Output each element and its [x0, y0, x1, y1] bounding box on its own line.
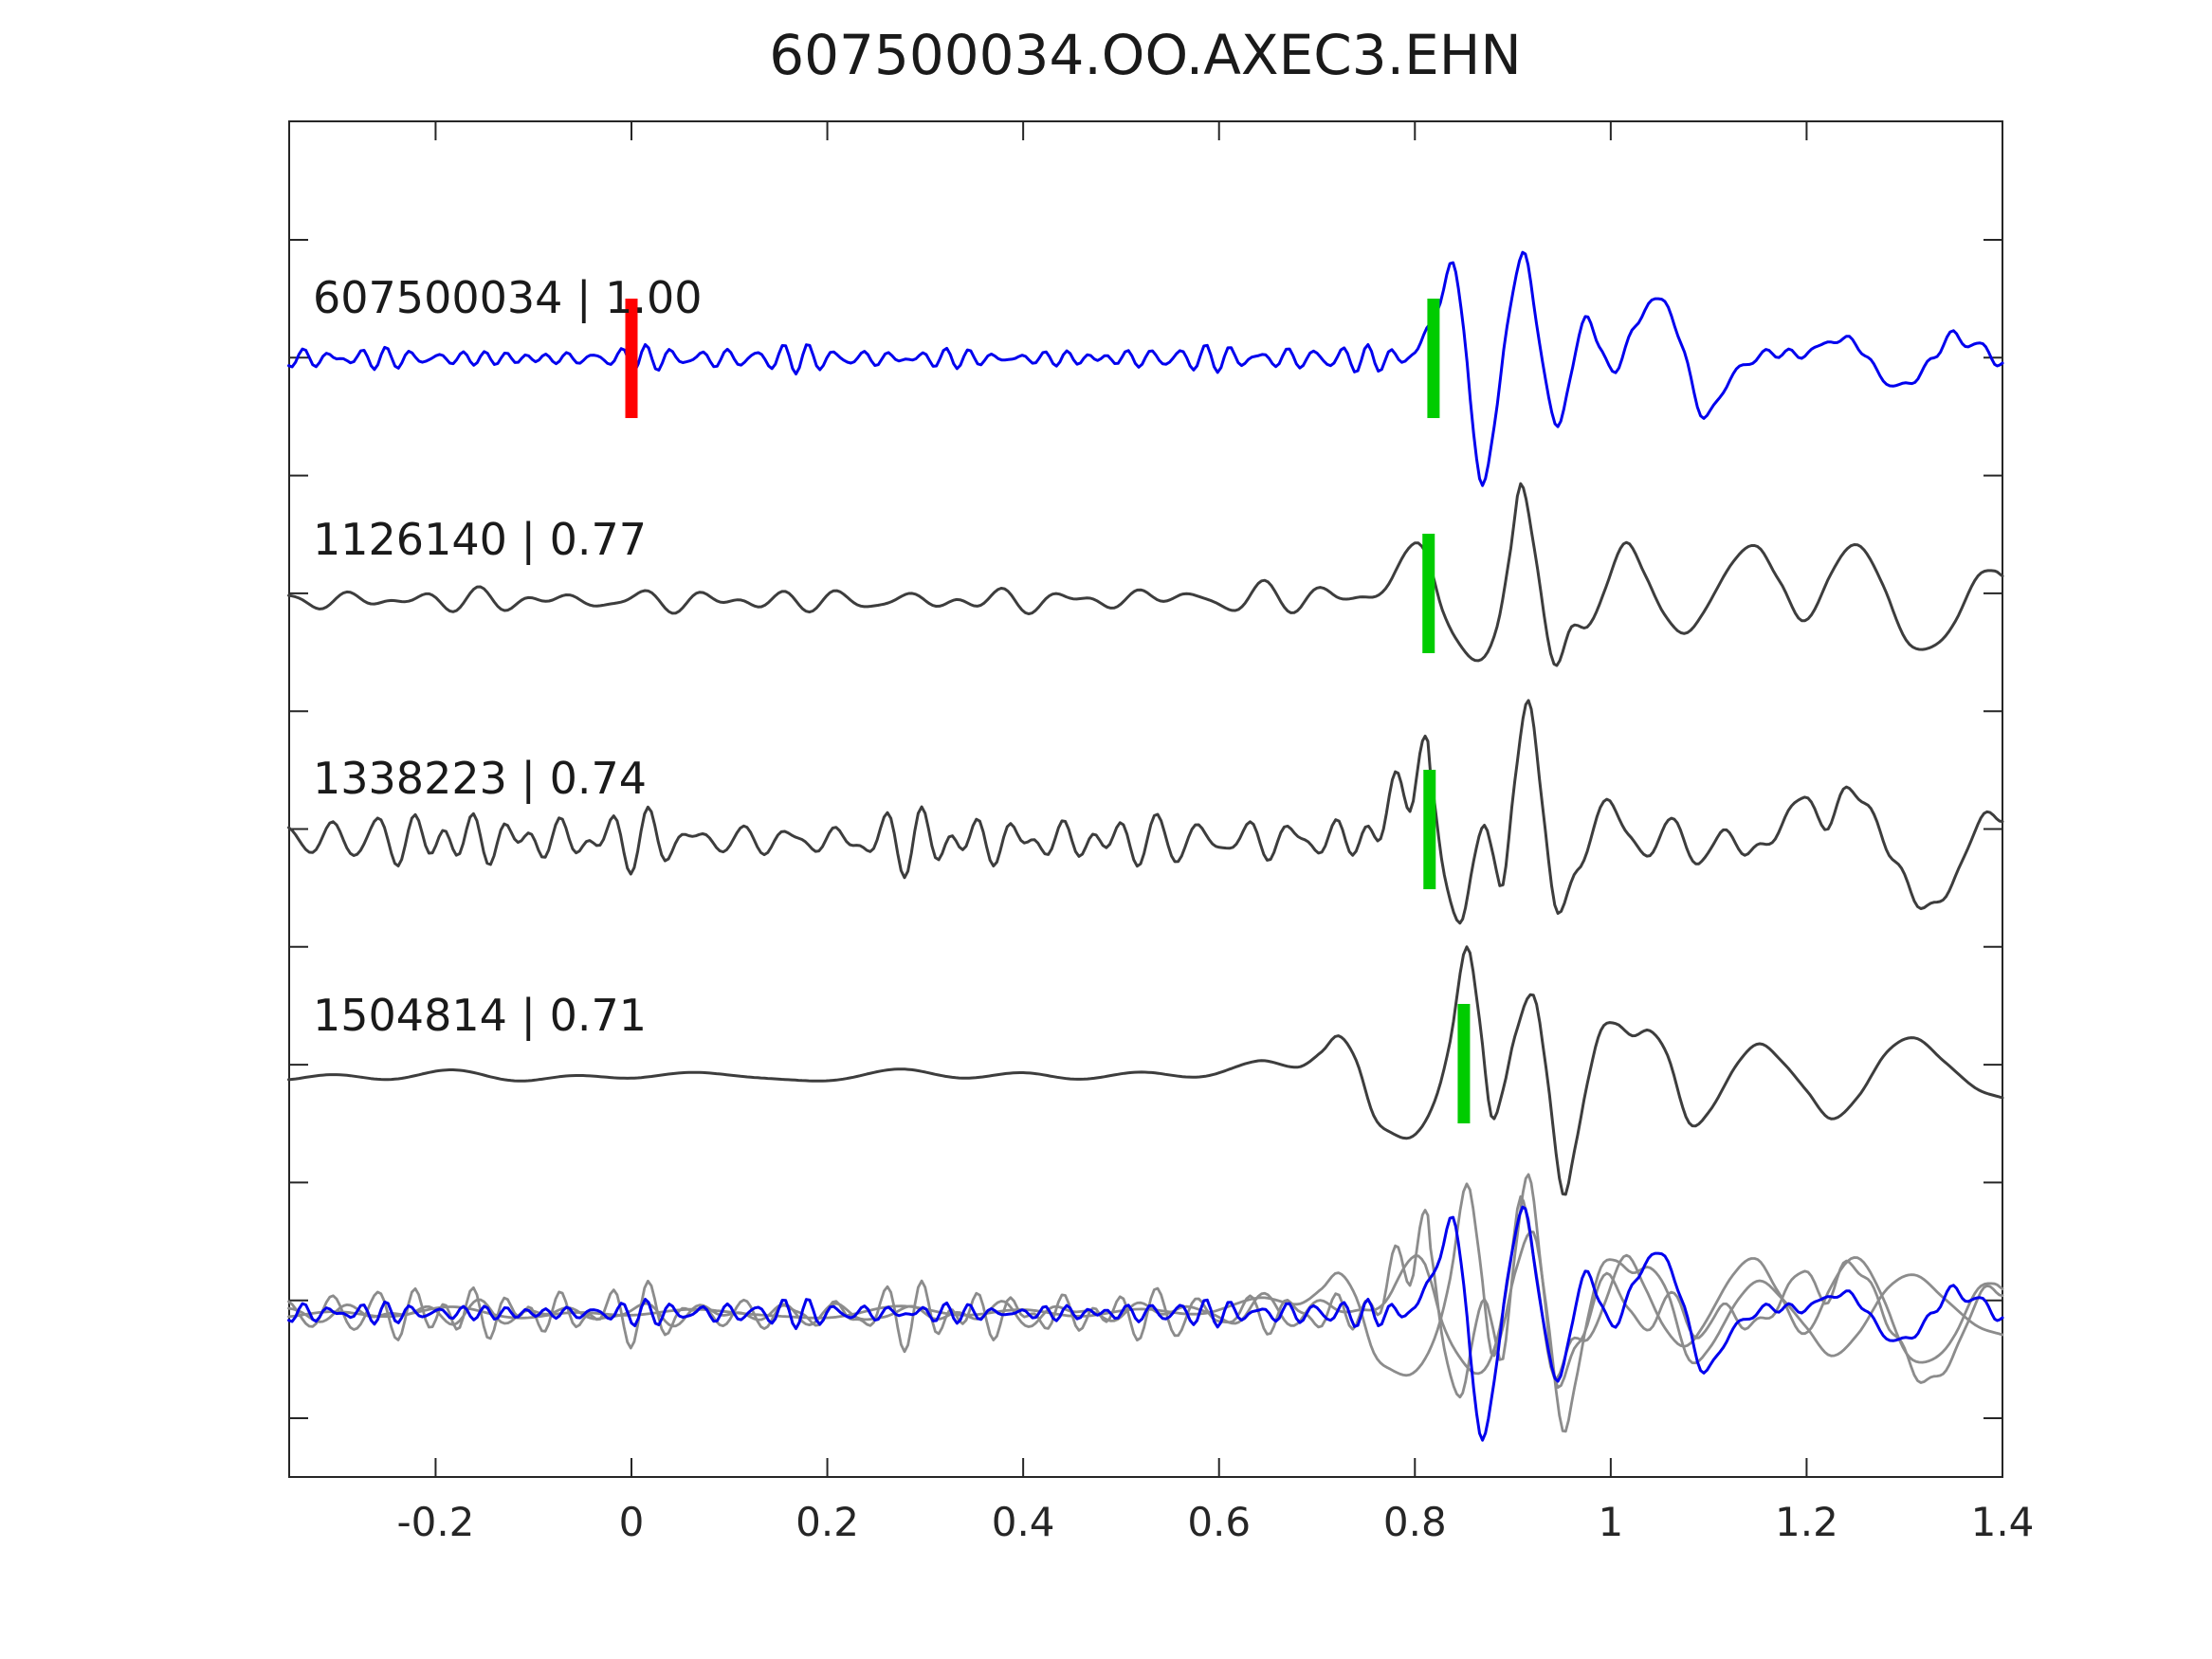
x-tick-label: 0.2: [795, 1499, 859, 1545]
pick-markers: [625, 299, 1471, 1123]
trace-label-607500034: 607500034 | 1.00: [313, 272, 703, 324]
overlay-trace-1338223-path: [287, 1173, 2004, 1399]
trace-607500034-path: [287, 250, 2004, 487]
x-tick-label: 0.8: [1383, 1499, 1447, 1545]
trace-1126140-path: [287, 482, 2004, 667]
plot-frame: [288, 120, 2003, 1478]
x-tick-label: 0.6: [1187, 1499, 1251, 1545]
x-tick-label: 1.2: [1775, 1499, 1838, 1545]
trace-label-1504814: 1504814 | 0.71: [313, 990, 647, 1042]
overlay-trace-1126140-path: [287, 1194, 2004, 1380]
x-tick-label: 1.4: [1971, 1499, 2035, 1545]
x-tick-label: 0.4: [992, 1499, 1055, 1545]
trace-1338223-path: [287, 699, 2004, 925]
overlay-trace-607500034-path: [287, 1205, 2004, 1442]
trace-curves: [287, 250, 2004, 1442]
chart-title: 607500034.OO.AXEC3.EHN: [769, 23, 1521, 87]
x-tick-label: 1: [1598, 1499, 1623, 1545]
x-tick-label: 0: [619, 1499, 645, 1545]
x-tick-label: -0.2: [396, 1499, 474, 1545]
trace-1504814-path: [287, 945, 2004, 1196]
trace-labels: 607500034 | 1.00 1126140 | 0.77 1338223 | …: [313, 272, 703, 1042]
trace-label-1126140: 1126140 | 0.77: [313, 514, 647, 566]
trace-label-1338223: 1338223 | 0.74: [313, 753, 647, 805]
axes-frame: -0.2 0 0.2 0.4 0.6 0.8 1 1.2 1.4: [288, 120, 2035, 1545]
